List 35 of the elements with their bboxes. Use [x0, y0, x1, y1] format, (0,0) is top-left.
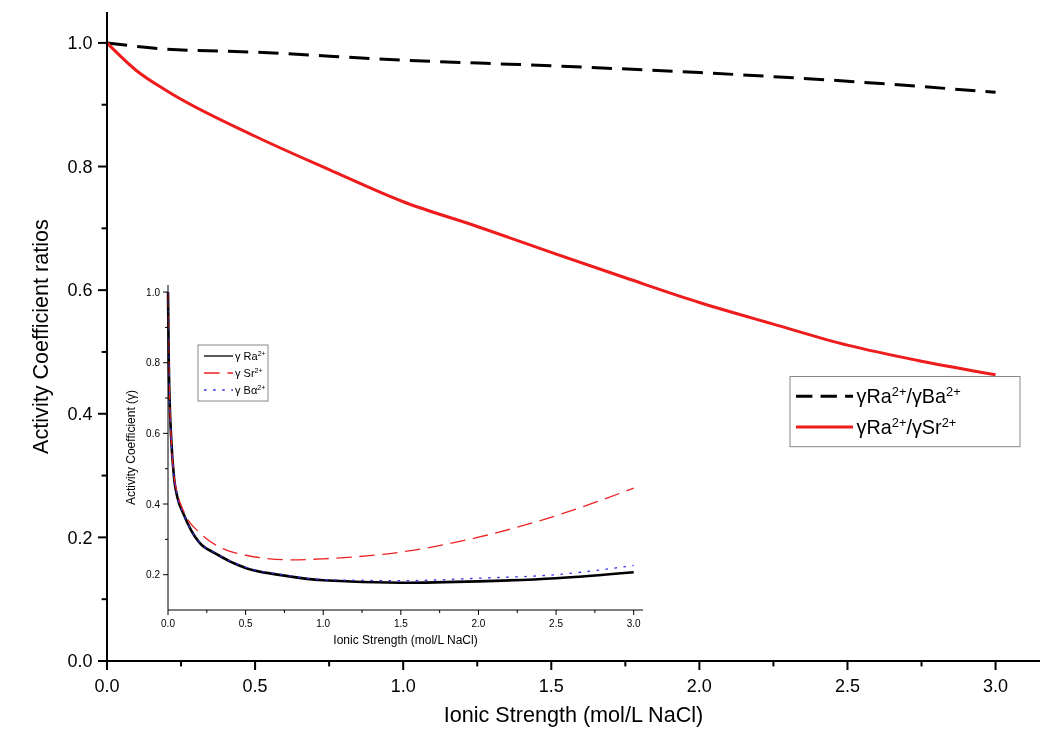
x-tick-label: 0.5	[238, 618, 253, 629]
x-tick-label: 2.5	[549, 618, 564, 629]
y-tick-label: 0.8	[146, 357, 161, 369]
x-tick-label: 0.0	[94, 675, 120, 696]
x-tick-label: 3.0	[626, 618, 642, 629]
legend-label: γRa$^{2+}$/γBa$^{2+}$	[856, 383, 961, 408]
x-tick-label: 0.5	[242, 675, 268, 696]
y-tick-label: 0.0	[67, 651, 93, 672]
x-tick-label: 1.0	[390, 675, 416, 696]
y-tick-label: 1.0	[67, 33, 93, 54]
y-axis-title: Activity Coefficient ratios	[27, 218, 53, 454]
y-tick-label: 0.8	[67, 156, 93, 177]
y-axis-title: Activity Coefficient (γ)	[124, 389, 138, 506]
y-tick-label: 1.0	[146, 286, 161, 298]
x-tick-label: 3.0	[983, 675, 1009, 696]
x-tick-label: 0.0	[161, 618, 176, 629]
y-tick-label: 0.6	[146, 427, 161, 439]
x-tick-label: 1.0	[316, 618, 331, 629]
x-tick-label: 2.0	[686, 675, 712, 696]
legend-label: γ Sr$^{2+}$	[235, 366, 263, 379]
x-tick-label: 1.5	[393, 618, 409, 629]
x-axis-title: Ionic Strength (mol/L NaCl)	[333, 633, 478, 647]
x-axis-title: Ionic Strength (mol/L NaCl)	[443, 702, 704, 728]
legend-label: γRa$^{2+}$/γSr$^{2+}$	[856, 414, 957, 438]
legend-label: γ Bα$^{2+}$	[235, 383, 266, 396]
x-tick-label: 1.5	[538, 675, 564, 696]
y-tick-label: 0.2	[67, 527, 93, 548]
line-series	[105, 41, 998, 377]
y-tick-label: 0.4	[146, 498, 161, 510]
x-tick-label: 2.5	[834, 675, 860, 696]
y-tick-label: 0.2	[146, 569, 161, 581]
y-tick-label: 0.6	[67, 280, 93, 301]
y-tick-label: 0.4	[67, 404, 93, 425]
legend-label: γ Ra$^{2+}$	[235, 349, 266, 362]
x-tick-label: 2.0	[471, 618, 486, 629]
